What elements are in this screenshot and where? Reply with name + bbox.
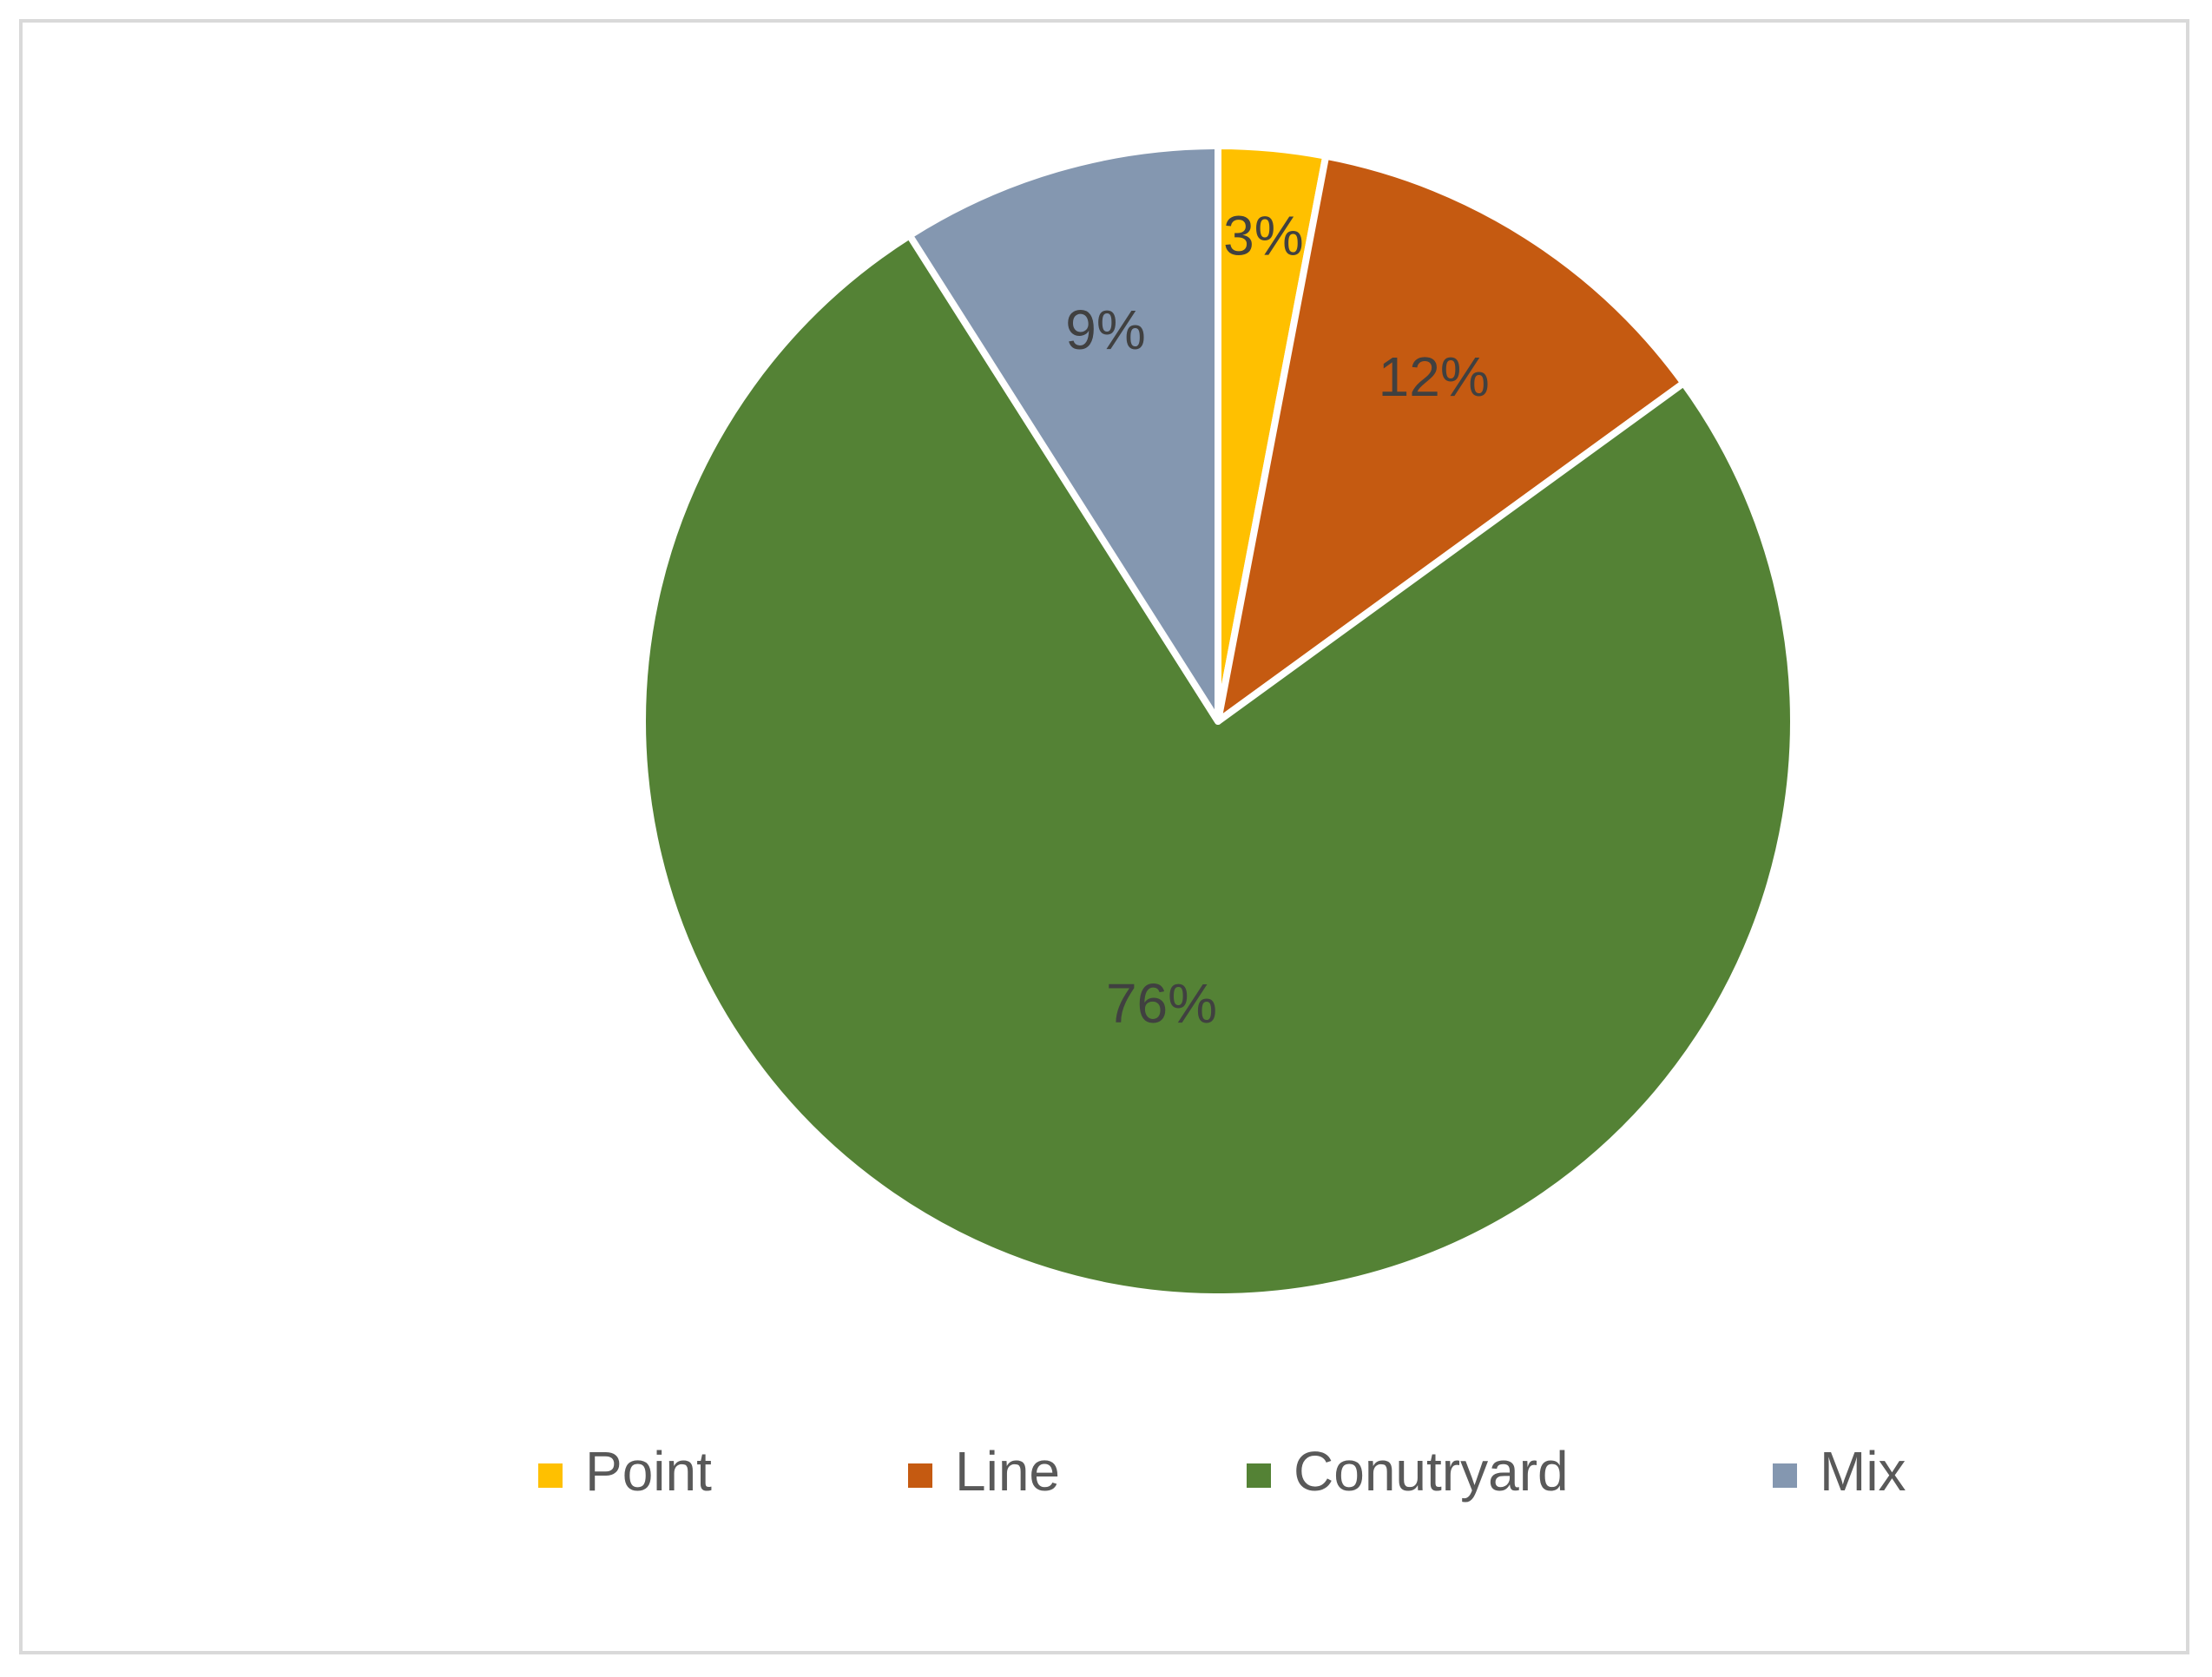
data-label-conutryard: 76%	[1106, 972, 1217, 1035]
legend-swatch-conutryard	[1247, 1463, 1271, 1488]
legend-label-point: Point	[585, 1440, 712, 1503]
pie-slice-conutryard	[639, 232, 1797, 1300]
legend-swatch-point	[538, 1463, 563, 1488]
data-label-point: 3%	[1223, 205, 1304, 267]
legend-label-line: Line	[955, 1440, 1060, 1503]
data-label-mix: 9%	[1065, 299, 1146, 361]
legend-label-mix: Mix	[1820, 1440, 1906, 1503]
legend: Point Line Conutryard Mix	[538, 1440, 1906, 1503]
pie-slices	[639, 142, 1797, 1300]
legend-swatch-line	[908, 1463, 932, 1488]
pie-slice-line	[1215, 152, 1688, 725]
legend-label-conutryard: Conutryard	[1294, 1440, 1569, 1503]
legend-swatch-mix	[1773, 1463, 1797, 1488]
pie-slice-mix	[905, 142, 1221, 725]
data-labels: 3% 12% 76% 9%	[1065, 205, 1489, 1035]
data-label-line: 12%	[1379, 345, 1490, 408]
